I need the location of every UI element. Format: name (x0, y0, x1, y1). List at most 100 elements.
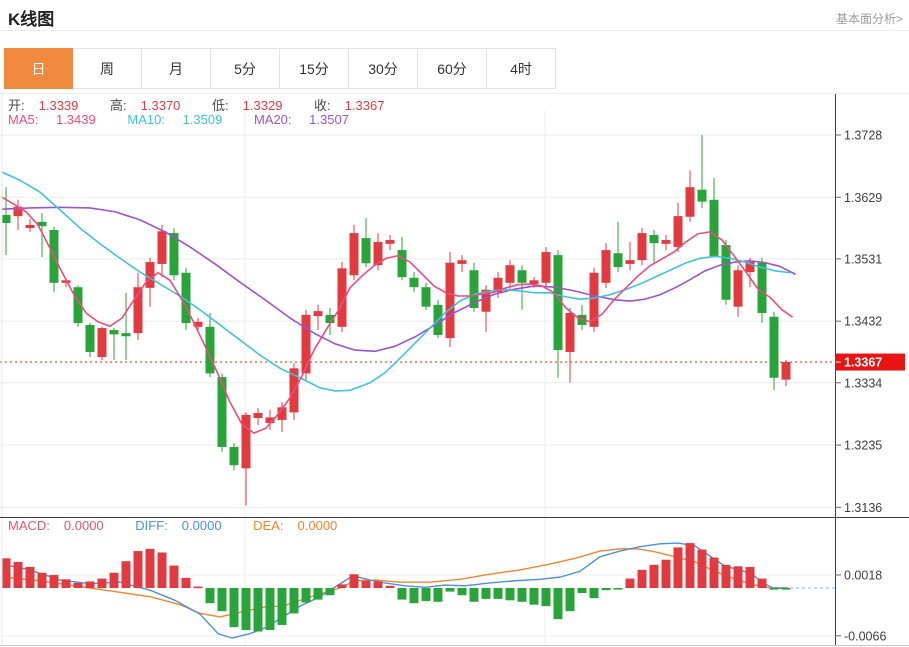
candle-body (205, 326, 215, 374)
candle[interactable] (601, 243, 611, 288)
tab-month[interactable]: 月 (142, 48, 211, 89)
macd-bar (37, 572, 47, 588)
candle[interactable] (589, 267, 599, 332)
candle[interactable] (409, 272, 419, 293)
macd-bar (1, 558, 11, 588)
candle[interactable] (49, 226, 59, 293)
candle[interactable] (193, 318, 203, 332)
candle[interactable] (217, 373, 227, 452)
candle[interactable] (349, 224, 359, 281)
candle-body (661, 240, 671, 244)
candle[interactable] (1, 187, 11, 256)
candle-body (781, 362, 791, 380)
candle[interactable] (277, 402, 287, 432)
macd-bar (133, 551, 143, 588)
candle[interactable] (253, 407, 263, 425)
page-title: K线图 (8, 10, 55, 29)
candle[interactable] (637, 228, 647, 266)
candle[interactable] (445, 251, 455, 347)
candle-body (385, 240, 395, 244)
candle[interactable] (709, 177, 719, 258)
candle-body (1, 214, 11, 224)
price-axis-label: 1.3235 (844, 439, 882, 453)
candle[interactable] (661, 235, 671, 251)
macd-bar (517, 588, 527, 602)
candle[interactable] (421, 282, 431, 310)
tab-5min[interactable]: 5分 (211, 48, 280, 89)
candle[interactable] (109, 328, 119, 361)
tab-15min[interactable]: 15分 (280, 48, 349, 89)
kline-chart[interactable]: 1.3728 1.3629 1.3531 1.3432 1.3334 1.3235 1.31… (0, 93, 909, 647)
candle[interactable] (649, 229, 659, 263)
candle[interactable] (505, 260, 515, 290)
tab-week[interactable]: 周 (73, 48, 142, 89)
candle-body (685, 187, 695, 217)
candle[interactable] (337, 262, 347, 332)
candle[interactable] (757, 257, 767, 324)
candle[interactable] (733, 265, 743, 317)
candle[interactable] (541, 246, 551, 288)
macd-bar (301, 588, 311, 603)
macd-bar (577, 588, 587, 594)
candle[interactable] (577, 304, 587, 330)
candle[interactable] (697, 135, 707, 208)
candle[interactable] (673, 202, 683, 252)
candle[interactable] (157, 224, 167, 278)
diff-value: 0.0000 (181, 518, 222, 533)
candle[interactable] (85, 323, 95, 358)
candle[interactable] (73, 285, 83, 327)
candle[interactable] (121, 292, 131, 361)
tab-30min[interactable]: 30分 (349, 48, 418, 89)
candle[interactable] (457, 255, 467, 273)
candle[interactable] (265, 409, 275, 430)
tab-60min[interactable]: 60分 (418, 48, 487, 89)
candle-body (37, 221, 47, 227)
current-price-tag (835, 353, 905, 371)
candle[interactable] (301, 309, 311, 381)
candle-body (517, 270, 527, 283)
candle-body (133, 287, 143, 334)
candle-body (73, 287, 83, 324)
candle[interactable] (685, 170, 695, 222)
tab-day[interactable]: 日 (4, 48, 73, 89)
ma5-line (1, 196, 793, 434)
candle-body (649, 235, 659, 244)
candle-body (301, 314, 311, 374)
candle[interactable] (97, 326, 107, 361)
candle[interactable] (721, 240, 731, 305)
candle-body (325, 314, 335, 324)
candle-body (337, 268, 347, 327)
candle[interactable] (325, 307, 335, 335)
candle[interactable] (745, 257, 755, 288)
candle[interactable] (781, 360, 791, 386)
macd-bar (241, 588, 251, 631)
candle[interactable] (553, 250, 563, 378)
candle[interactable] (625, 241, 635, 271)
candle[interactable] (385, 235, 395, 251)
candle-body (265, 417, 275, 424)
fundamental-analysis-link[interactable]: 基本面分析> (835, 12, 903, 26)
candle[interactable] (133, 272, 143, 341)
candle[interactable] (565, 307, 575, 383)
candle[interactable] (229, 443, 239, 471)
price-axis-label: 1.3629 (844, 191, 882, 205)
candle-body (277, 407, 287, 420)
candle[interactable] (25, 219, 35, 232)
tab-4hour[interactable]: 4时 (487, 48, 556, 89)
ma20-line (1, 206, 796, 353)
candle[interactable] (313, 304, 323, 330)
high-label: 高: (110, 98, 127, 113)
candle-body (349, 233, 359, 276)
candle-body (613, 253, 623, 268)
candle[interactable] (145, 257, 155, 307)
candle[interactable] (769, 311, 779, 391)
candle[interactable] (13, 199, 23, 230)
candle[interactable] (613, 221, 623, 273)
macd-bar (505, 588, 515, 601)
candle[interactable] (205, 312, 215, 378)
candle[interactable] (181, 267, 191, 330)
low-value: 1.3329 (242, 98, 283, 113)
candle[interactable] (37, 212, 47, 258)
candle[interactable] (361, 218, 371, 268)
